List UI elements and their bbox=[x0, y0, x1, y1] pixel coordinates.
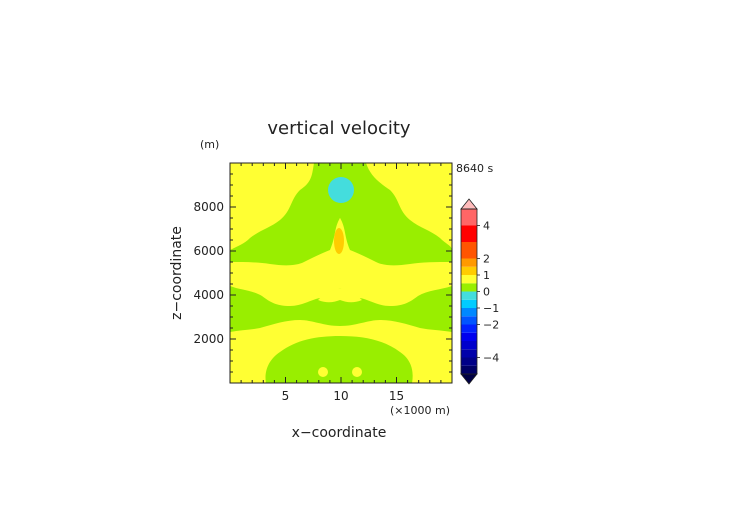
colorbar-tick-label: −2 bbox=[483, 319, 499, 332]
axes: 5 10 15 2000 4000 6000 8000 bbox=[193, 163, 452, 403]
chart-title: vertical velocity bbox=[267, 118, 411, 139]
y-tick-label: 2000 bbox=[193, 332, 224, 346]
x-axis-label: x−coordinate bbox=[292, 425, 387, 441]
colorbar-swatch bbox=[461, 341, 477, 350]
colorbar-swatch bbox=[461, 225, 477, 242]
colorbar-swatch bbox=[461, 258, 477, 267]
contour-region-lower bbox=[265, 336, 413, 383]
colorbar-swatch bbox=[461, 266, 477, 275]
colorbar-swatch bbox=[461, 209, 477, 226]
yellow-pocket-right bbox=[352, 367, 362, 377]
contour-region-upper bbox=[230, 163, 452, 266]
colorbar-swatch bbox=[461, 357, 477, 366]
updraft-maximum bbox=[334, 228, 344, 254]
colorbar-swatch bbox=[461, 242, 477, 259]
colorbar-tick-label: 4 bbox=[483, 220, 490, 233]
colorbar-swatch bbox=[461, 283, 477, 292]
time-label: 8640 s bbox=[456, 162, 493, 175]
y-unit-label: (m) bbox=[200, 138, 219, 151]
x-tick-label: 5 bbox=[282, 389, 290, 403]
x-tick-label: 10 bbox=[333, 389, 348, 403]
x-tick-label: 15 bbox=[389, 389, 404, 403]
y-axis-label: z−coordinate bbox=[169, 226, 185, 320]
colorbar-swatch bbox=[461, 316, 477, 325]
colorbar-swatch bbox=[461, 324, 477, 333]
contour-region-middle bbox=[230, 286, 452, 332]
colorbar-tick-label: 1 bbox=[483, 269, 490, 282]
colorbar-tick-label: 2 bbox=[483, 253, 490, 266]
colorbar-swatch bbox=[461, 308, 477, 317]
colorbar-swatch bbox=[461, 291, 477, 300]
colorbar-swatch bbox=[461, 349, 477, 358]
colorbar-swatch bbox=[461, 275, 477, 284]
colorbar-swatch bbox=[461, 365, 477, 374]
colorbar-overflow bbox=[460, 198, 478, 210]
colorbar-underflow bbox=[460, 373, 478, 385]
downdraft-cell bbox=[328, 177, 354, 203]
y-tick-label: 8000 bbox=[193, 200, 224, 214]
colorbar-tick-label: −4 bbox=[483, 352, 499, 365]
y-tick-label: 4000 bbox=[193, 288, 224, 302]
colorbar-tick-label: −1 bbox=[483, 302, 499, 315]
colorbar-swatch bbox=[461, 332, 477, 341]
colorbar-tick-label: 0 bbox=[483, 286, 490, 299]
yellow-pocket-center bbox=[318, 288, 362, 303]
y-tick-label: 6000 bbox=[193, 244, 224, 258]
colorbar-swatch bbox=[461, 299, 477, 308]
x-unit-label: (×1000 m) bbox=[390, 404, 450, 417]
colorbar: −4 −2 −1 0 1 2 4 bbox=[460, 198, 499, 385]
plot-area bbox=[230, 163, 452, 383]
yellow-pocket-left bbox=[318, 367, 328, 377]
